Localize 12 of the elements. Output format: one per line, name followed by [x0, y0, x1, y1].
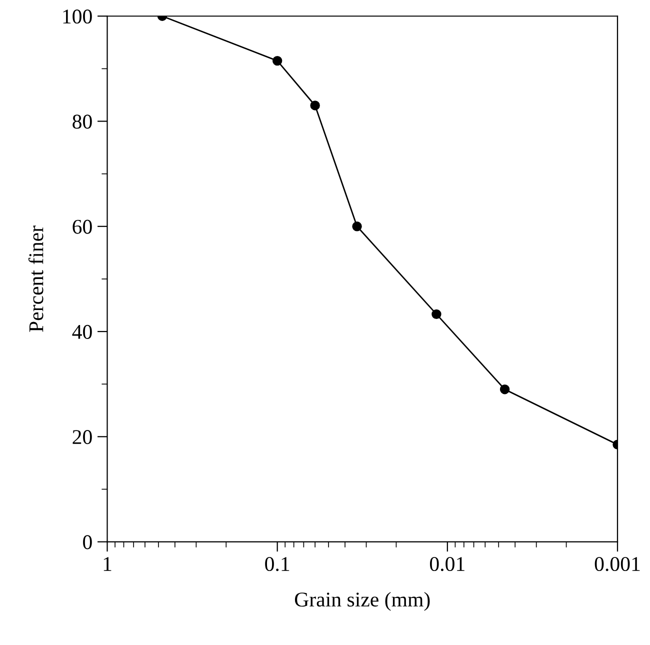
y-axis-title: Percent finer: [28, 226, 44, 332]
x-tick-label: 0.001: [594, 556, 640, 572]
y-tick-label: 100: [63, 10, 92, 24]
x-tick-label: 0.01: [430, 556, 464, 572]
x-tick-label: 0.1: [265, 556, 290, 572]
y-tick-label: 80: [72, 114, 92, 129]
x-tick-label: 1: [104, 557, 112, 571]
y-tick-label: 40: [72, 324, 92, 339]
y-tick-label: 60: [72, 220, 92, 234]
y-tick-label: 20: [72, 430, 92, 444]
y-tick-label: 0: [83, 535, 92, 550]
x-axis-title: Grain size (mm): [294, 592, 430, 611]
